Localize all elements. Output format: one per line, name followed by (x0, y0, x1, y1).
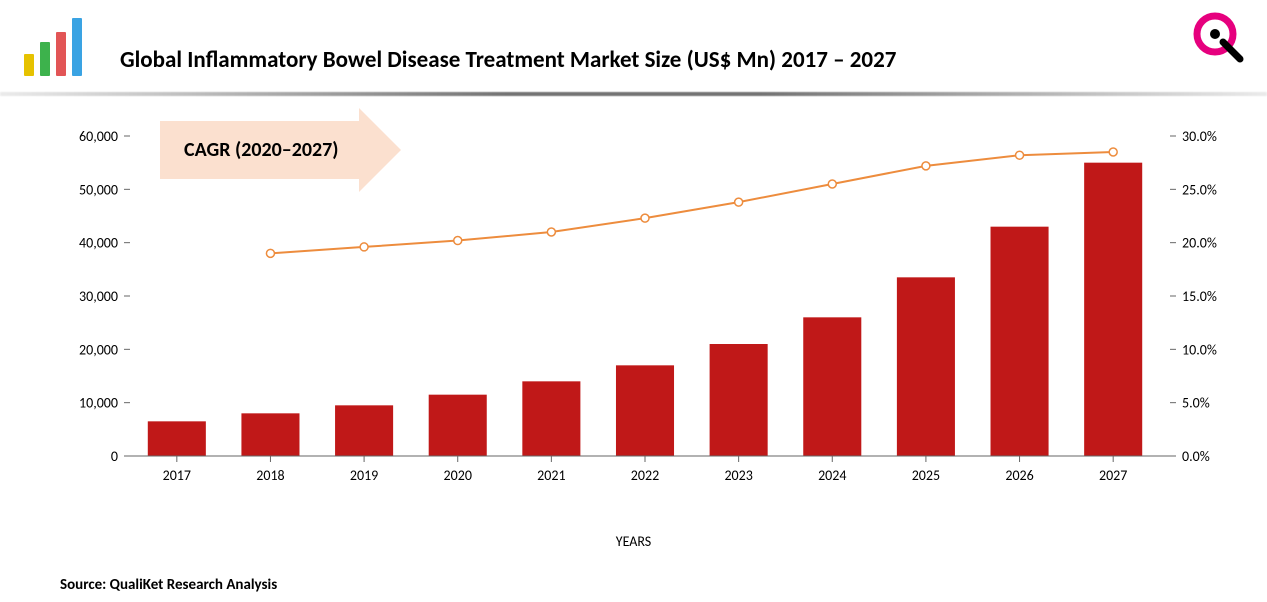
category-label: 2026 (1005, 467, 1033, 484)
left-tick-label: 30,000 (79, 288, 118, 305)
chart-svg: 0 10,000 20,000 30,000 40,000 50,000 60,000 0.0… (20, 96, 1240, 526)
bar (897, 277, 955, 456)
bar (991, 227, 1049, 456)
header: Global Inflammatory Bowel Disease Treatm… (0, 0, 1267, 96)
left-tick-label: 40,000 (79, 235, 118, 252)
left-tick-label: 0 (111, 448, 118, 465)
growth-marker (641, 214, 649, 222)
growth-line (270, 152, 1113, 253)
bar (335, 405, 393, 456)
right-tick-label: 25.0% (1182, 181, 1217, 198)
growth-marker (454, 237, 462, 245)
chart-title: Global Inflammatory Bowel Disease Treatm… (120, 46, 896, 74)
growth-marker (1109, 148, 1117, 156)
brand-logo-icon (1185, 6, 1247, 68)
category-label: 2024 (818, 467, 846, 484)
right-tick-label: 10.0% (1182, 341, 1217, 358)
left-tick-label: 50,000 (79, 181, 118, 198)
x-axis-title: YEARS (616, 533, 651, 550)
right-tick-label: 0.0% (1182, 448, 1210, 465)
bar (803, 317, 861, 456)
growth-marker (266, 249, 274, 257)
growth-marker (922, 162, 930, 170)
right-tick-label: 20.0% (1182, 235, 1217, 252)
right-tick-label: 5.0% (1182, 395, 1210, 412)
bar (241, 413, 299, 456)
category-label: 2019 (350, 467, 378, 484)
bar (429, 395, 487, 456)
growth-marker (1016, 151, 1024, 159)
logo-bar-icon (24, 6, 84, 76)
source-label: Source: QualiKet Research Analysis (60, 576, 277, 594)
category-label: 2023 (724, 467, 752, 484)
category-label: 2017 (163, 467, 191, 484)
bar (148, 421, 206, 456)
category-label: 2027 (1099, 467, 1127, 484)
left-tick-label: 10,000 (79, 395, 118, 412)
growth-marker (735, 198, 743, 206)
bar (522, 381, 580, 456)
bar (616, 365, 674, 456)
growth-marker (547, 228, 555, 236)
category-label: 2022 (631, 467, 659, 484)
right-tick-label: 15.0% (1182, 288, 1217, 305)
category-label: 2020 (444, 467, 472, 484)
chart-area: CAGR (2020–2027) 010,00020,00030,00040,0… (0, 96, 1267, 556)
category-label: 2018 (256, 467, 284, 484)
growth-marker (828, 180, 836, 188)
growth-marker (360, 243, 368, 251)
bar (710, 344, 768, 456)
right-tick-label: 30.0% (1182, 128, 1217, 145)
bar (1084, 163, 1142, 456)
category-label: 2021 (537, 467, 565, 484)
left-tick-label: 60,000 (79, 128, 118, 145)
left-tick-label: 20,000 (79, 341, 118, 358)
category-label: 2025 (912, 467, 940, 484)
